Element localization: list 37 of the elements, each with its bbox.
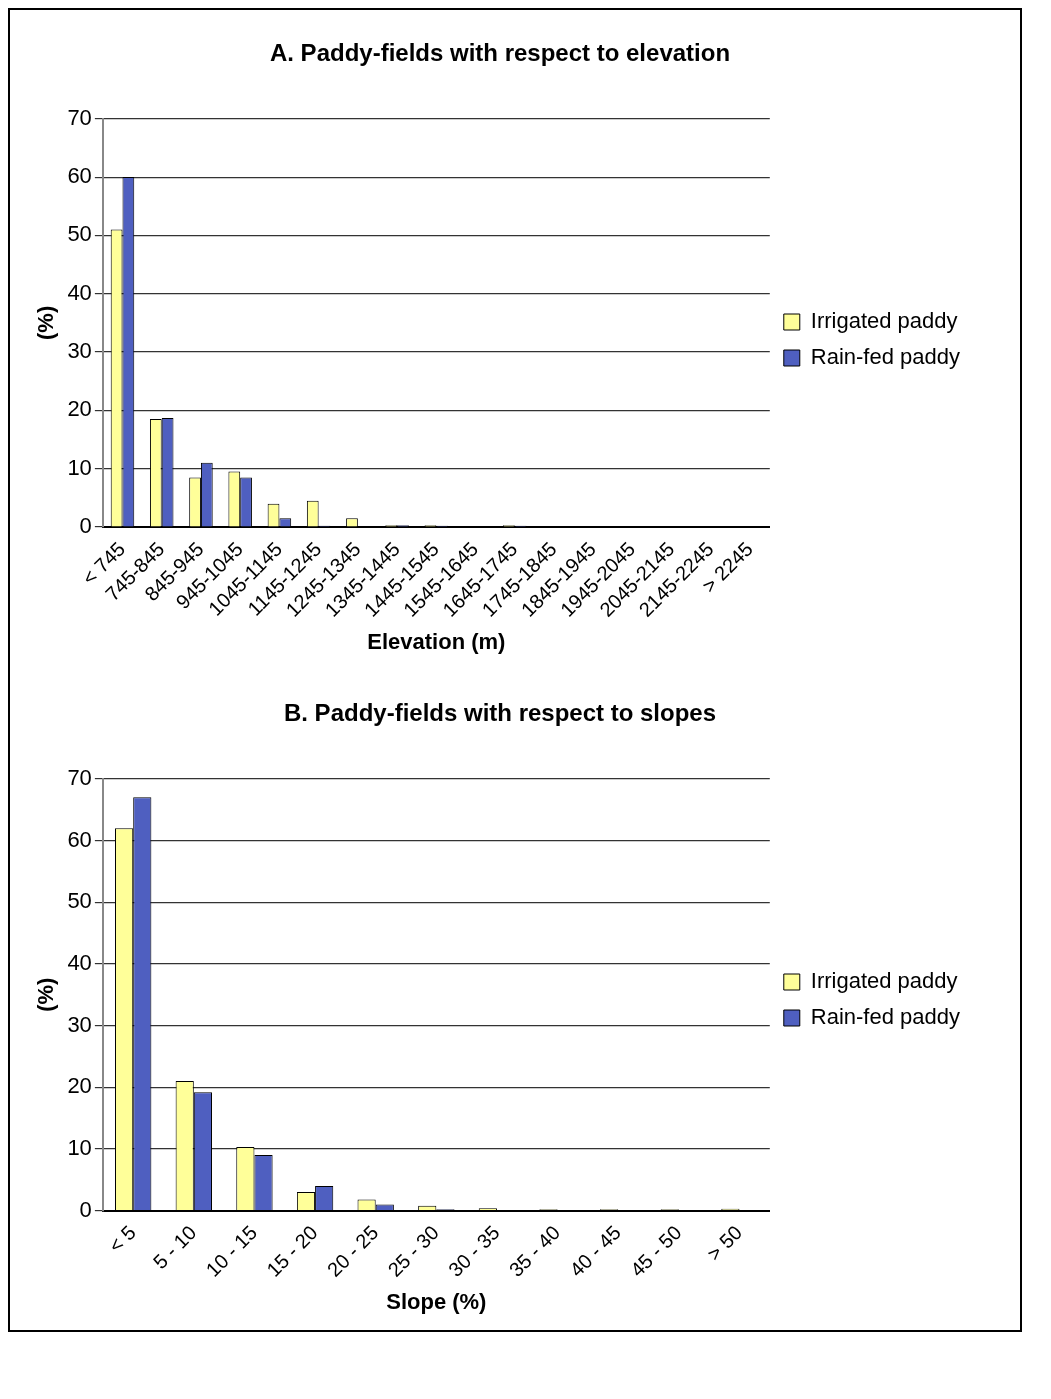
y-axis-title: (%) (33, 977, 59, 1012)
x-axis-title: Slope (%) (386, 1288, 487, 1314)
legend-label: Rain-fed paddy (810, 1004, 961, 1030)
x-tick-label: 10 - 15 (201, 1221, 262, 1281)
x-tick-label: 15 - 20 (262, 1221, 322, 1281)
x-tick-label: < 5 (104, 1221, 140, 1257)
x-tick-label: 45 - 50 (625, 1221, 686, 1281)
y-tick-label: 50 (67, 221, 92, 247)
x-tick-label: 5 - 10 (148, 1221, 201, 1273)
chart-title: B. Paddy-fields with respect to slopes (283, 699, 717, 727)
x-tick-label: 20 - 25 (322, 1221, 383, 1281)
y-tick-label: 60 (67, 163, 92, 189)
y-tick-label: 40 (67, 279, 92, 305)
x-tick-label: > 50 (702, 1221, 747, 1265)
y-tick-label: 0 (79, 513, 92, 539)
y-tick-label: 0 (79, 1196, 92, 1222)
y-tick-label: 50 (67, 888, 92, 914)
y-tick-label: 30 (67, 338, 92, 364)
x-tick-label: 25 - 30 (383, 1221, 444, 1281)
x-tick-label: 40 - 45 (565, 1221, 625, 1281)
y-axis-title: (%) (33, 305, 59, 341)
y-tick-label: 60 (67, 826, 92, 852)
y-tick-label: 10 (67, 454, 92, 480)
legend-label: Irrigated paddy (810, 308, 958, 334)
x-axis-title: Elevation (m) (367, 628, 506, 654)
x-tick-label: 35 - 40 (504, 1221, 565, 1281)
y-tick-label: 40 (67, 949, 92, 975)
legend-label: Rain-fed paddy (810, 344, 961, 370)
legend-label: Irrigated paddy (810, 968, 958, 994)
y-tick-label: 20 (67, 396, 92, 422)
y-tick-label: 70 (67, 104, 92, 130)
y-tick-label: 30 (67, 1011, 92, 1037)
chart-title: A. Paddy-fields with respect to elevation (269, 39, 731, 67)
x-tick-label: 30 - 35 (444, 1221, 504, 1281)
y-tick-label: 10 (67, 1134, 92, 1160)
y-tick-label: 70 (67, 764, 92, 790)
y-tick-label: 20 (67, 1073, 92, 1099)
